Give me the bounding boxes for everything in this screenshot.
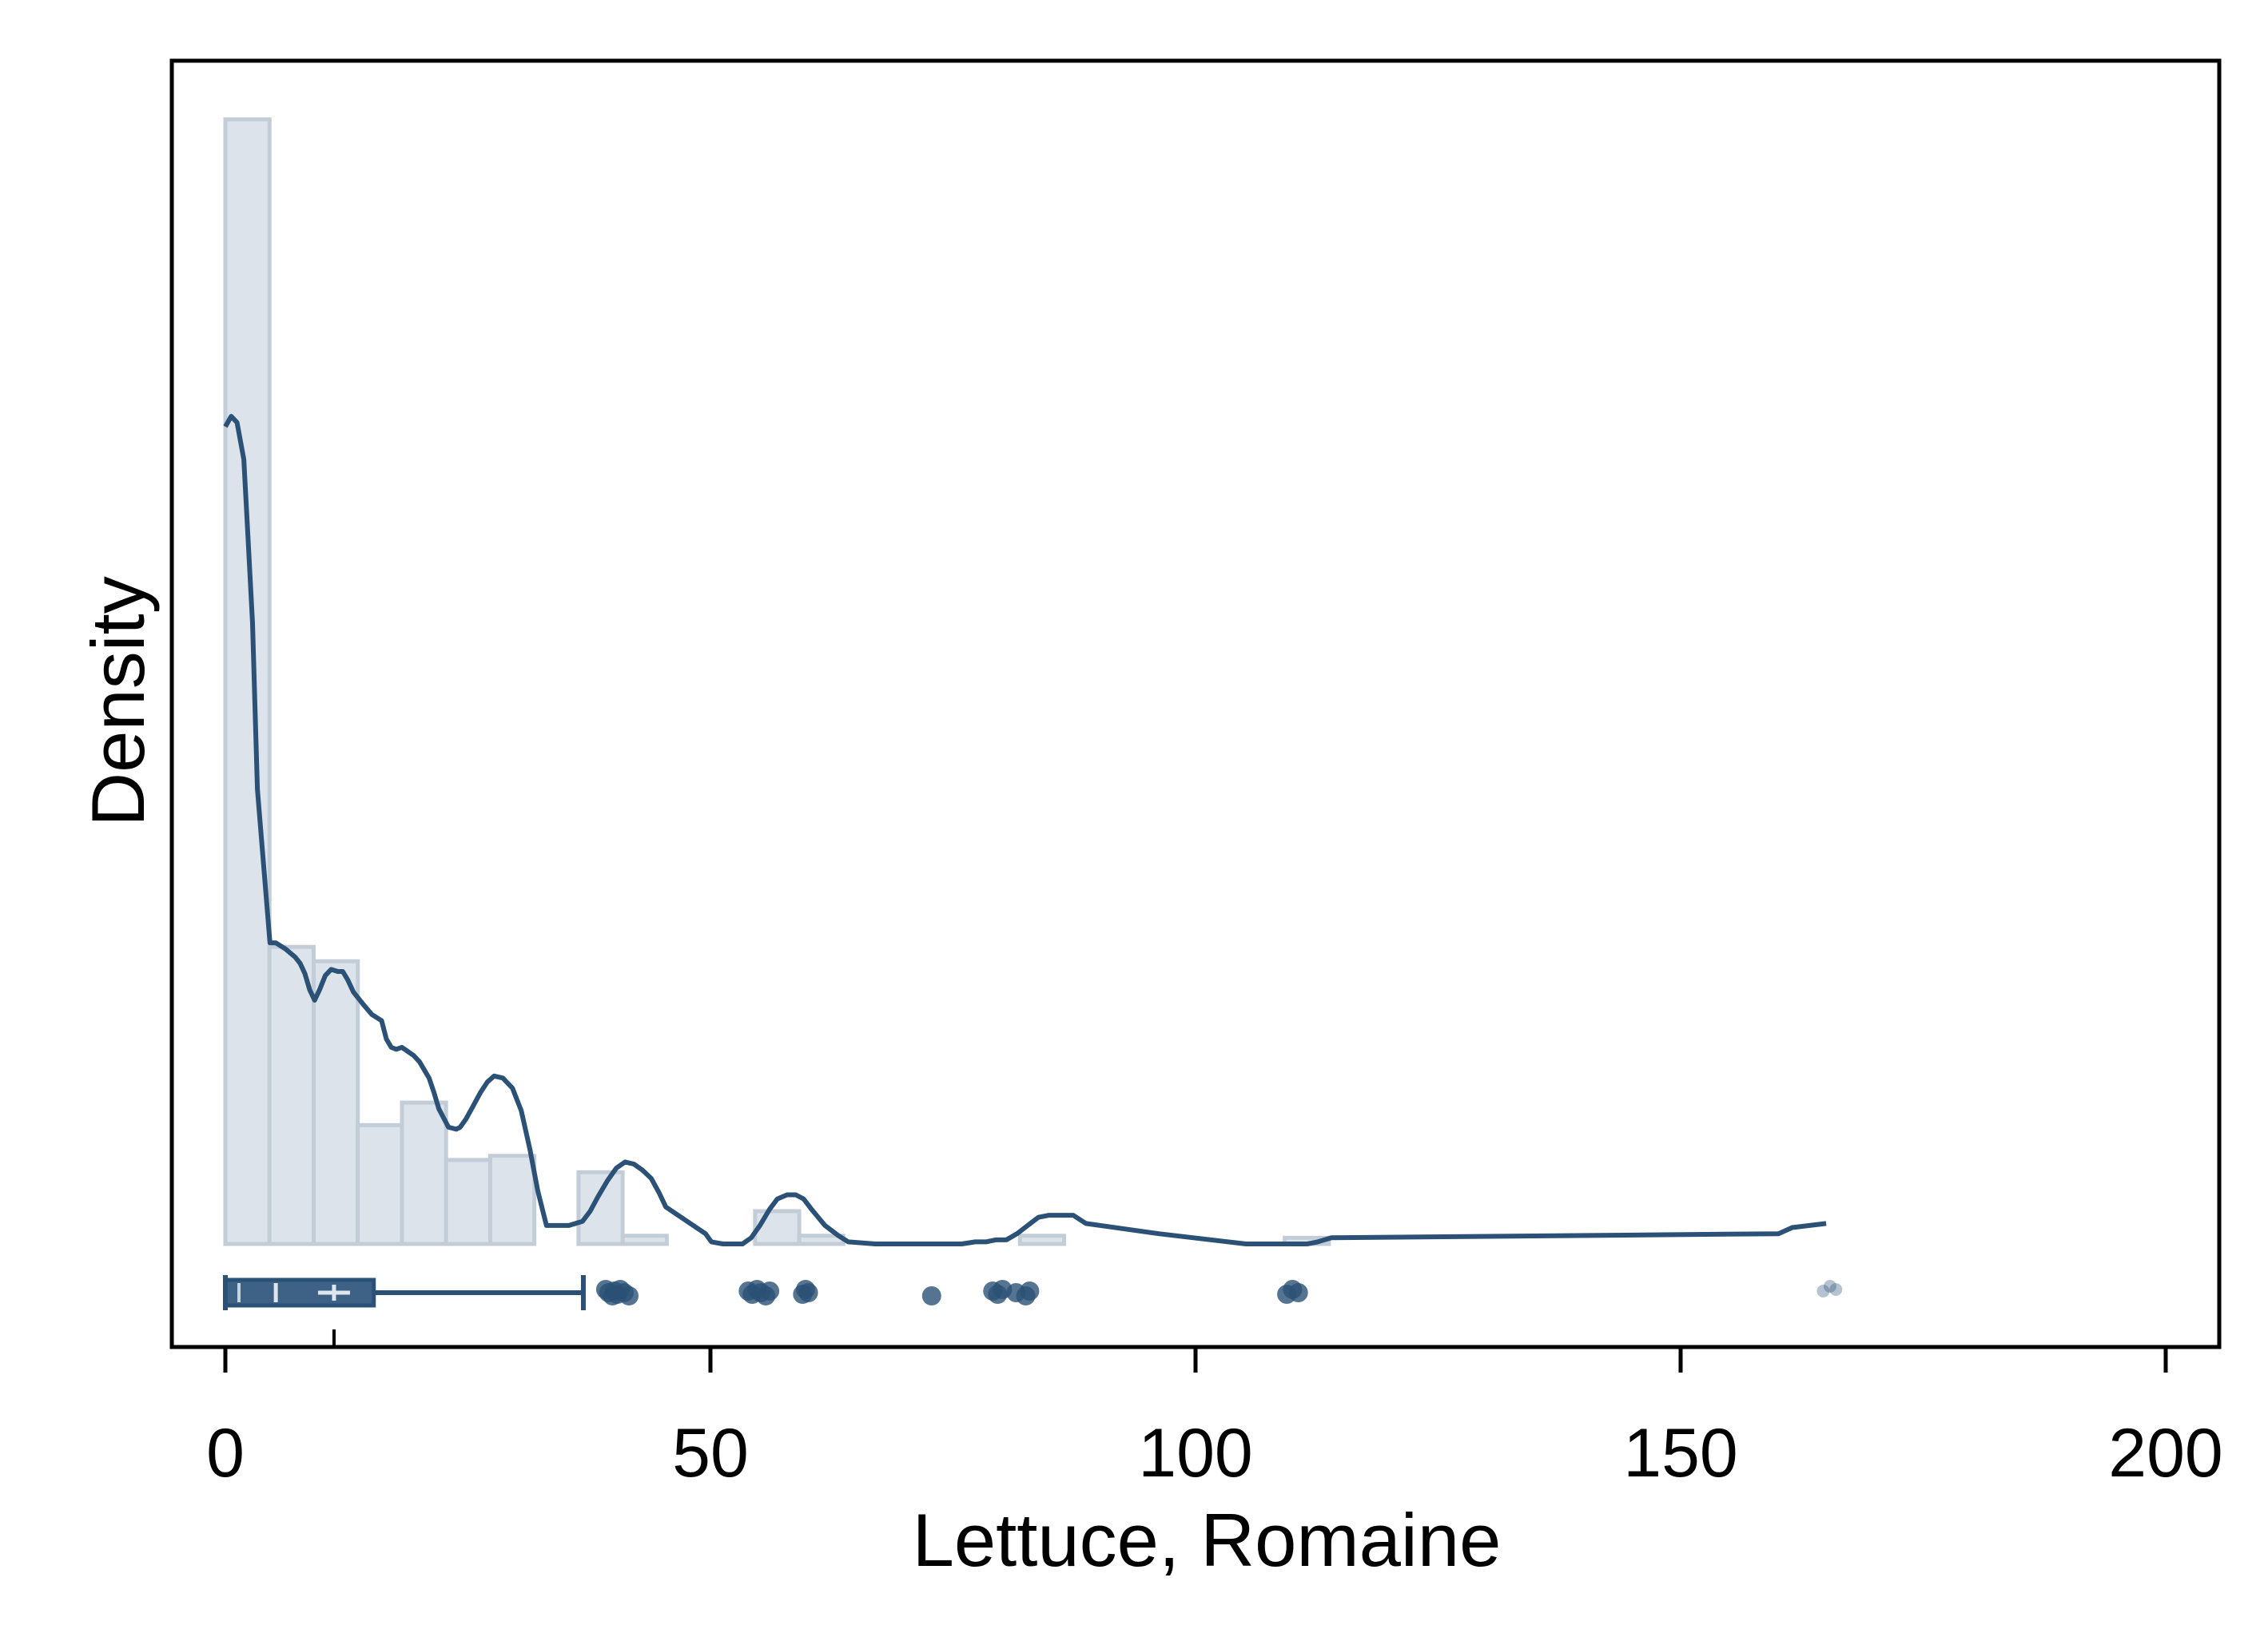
- x-tick-label: 100: [1138, 1415, 1253, 1492]
- x-tick-label: 150: [1623, 1415, 1738, 1492]
- x-tick-label: 200: [2108, 1415, 2223, 1492]
- histogram-bar: [620, 1234, 669, 1246]
- density-curve: [223, 414, 1827, 1246]
- outlier-point: [1829, 1283, 1843, 1296]
- histogram-bars: [223, 117, 1331, 1246]
- histogram-bar: [576, 1170, 625, 1246]
- outlier-point: [619, 1286, 639, 1305]
- histogram-bar: [487, 1154, 537, 1246]
- x-tick-label: 50: [672, 1415, 749, 1492]
- outlier-point: [921, 1286, 941, 1305]
- x-tick-label: 0: [206, 1415, 245, 1492]
- histogram-bar: [1017, 1234, 1067, 1246]
- y-axis-title: Density: [76, 576, 160, 826]
- histogram-bar: [400, 1100, 448, 1246]
- box-plot: [223, 1275, 586, 1310]
- x-axis: 0 50 100 150 200: [206, 1329, 2223, 1492]
- histogram-bar: [356, 1123, 404, 1246]
- outlier-point: [1020, 1281, 1040, 1301]
- outlier-point: [760, 1281, 780, 1301]
- outlier-point: [1816, 1285, 1830, 1297]
- outlier-points: [595, 1280, 1843, 1305]
- histogram-bar: [311, 959, 360, 1246]
- histogram-bar: [223, 117, 272, 1246]
- density-line: [223, 414, 1827, 1246]
- x-axis-title: Lettuce, Romaine: [913, 1498, 1502, 1582]
- outlier-point: [1288, 1283, 1308, 1302]
- outlier-point: [1823, 1280, 1836, 1293]
- box-body: [223, 1277, 376, 1308]
- histogram-bar: [267, 944, 316, 1246]
- outlier-point: [798, 1283, 818, 1302]
- histogram-bar: [444, 1158, 492, 1246]
- histogram-bar: [753, 1209, 802, 1246]
